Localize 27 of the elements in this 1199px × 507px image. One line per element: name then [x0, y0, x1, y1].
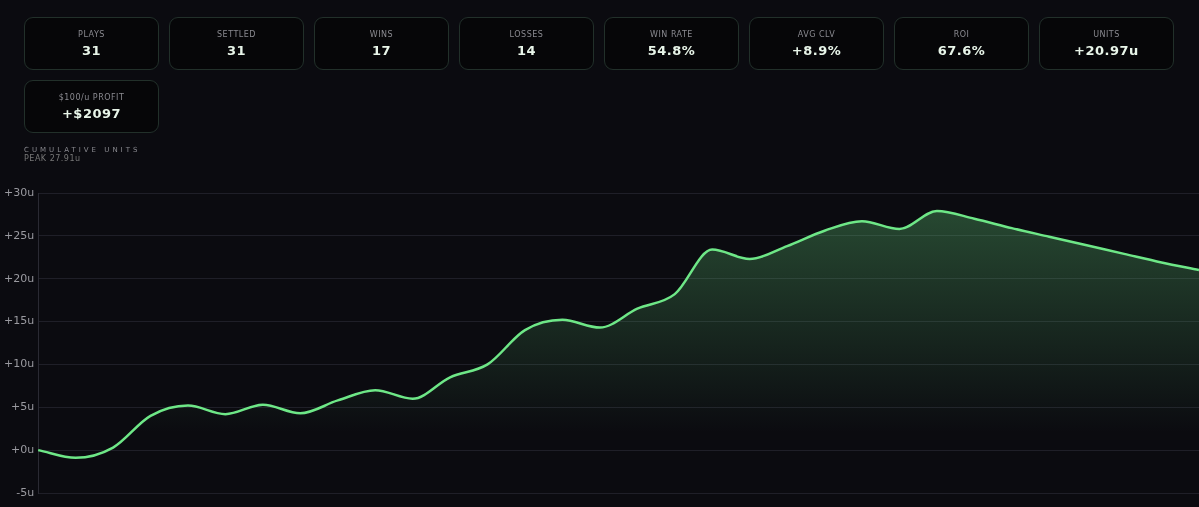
- y-tick-label: +10u: [4, 357, 35, 371]
- y-tick-label: +30u: [4, 185, 35, 199]
- text: 17: [371, 42, 392, 58]
- category-label: ROI: [953, 29, 970, 39]
- category-label: SETTLED: [217, 29, 256, 39]
- category-label: WIN RATE: [650, 29, 693, 39]
- category-label: UNITS: [1093, 29, 1120, 39]
- y-tick-label: +5u: [11, 400, 35, 414]
- text: 67.6%: [937, 42, 986, 58]
- category-label: $100/u PROFIT: [58, 92, 125, 102]
- text: +8.9%: [791, 42, 842, 58]
- y-tick-label: -5u: [16, 485, 35, 499]
- chart-subtitle: PEAK 27.91u: [24, 154, 82, 163]
- category-label: AVG CLV: [797, 29, 836, 39]
- text: +$2097: [61, 105, 122, 121]
- category-label: LOSSES: [509, 29, 544, 39]
- text: +20.97u: [1074, 42, 1139, 58]
- text: 14: [516, 42, 537, 58]
- y-tick-label: +20u: [4, 271, 35, 285]
- text: 31: [81, 42, 102, 58]
- text: 54.8%: [647, 42, 696, 58]
- category-label: PLAYS: [78, 29, 105, 39]
- y-tick-label: +25u: [4, 228, 35, 242]
- y-tick-label: +0u: [11, 443, 35, 456]
- y-tick-label: +15u: [4, 314, 35, 328]
- text: 31: [226, 42, 247, 58]
- category-label: WINS: [369, 29, 394, 39]
